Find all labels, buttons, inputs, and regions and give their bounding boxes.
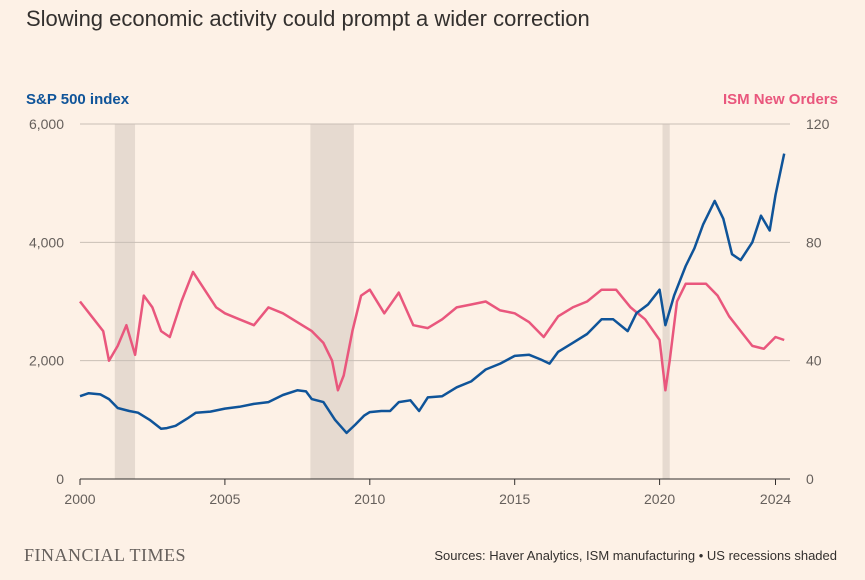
right-tick-label: 120 (806, 116, 830, 132)
right-axis-title: ISM New Orders (723, 91, 838, 108)
chart-title: Slowing economic activity could prompt a… (26, 6, 590, 31)
left-axis-title: S&P 500 index (26, 91, 130, 108)
x-tick-label: 2024 (760, 491, 791, 507)
x-tick-label: 2005 (209, 491, 240, 507)
x-tick-label: 2000 (64, 491, 95, 507)
recession-band (114, 124, 136, 479)
brand-logo: FINANCIAL TIMES (24, 545, 187, 565)
chart: 0 2,000 4,000 6,000 0 40 80 120 2000 2005 2010 2015… (26, 91, 838, 507)
sp500-line (79, 153, 786, 435)
left-tick-label: 6,000 (29, 116, 64, 132)
recession-shading (114, 124, 670, 479)
axes: 0 2,000 4,000 6,000 0 40 80 120 2000 2005 2010 2015… (29, 116, 830, 507)
source-note: Sources: Haver Analytics, ISM manufactur… (434, 548, 837, 563)
right-tick-label: 0 (806, 471, 814, 487)
x-tick-label: 2010 (354, 491, 385, 507)
series (79, 153, 786, 435)
right-tick-label: 80 (806, 234, 822, 250)
right-tick-label: 40 (806, 353, 822, 369)
recession-band (662, 124, 670, 479)
left-tick-label: 2,000 (29, 353, 64, 369)
left-tick-label: 0 (56, 471, 64, 487)
left-tick-label: 4,000 (29, 234, 64, 250)
x-tick-label: 2020 (644, 491, 675, 507)
recession-band (310, 124, 354, 479)
grid (80, 123, 790, 480)
ism-new-orders-line (79, 270, 785, 392)
x-tick-label: 2015 (499, 491, 530, 507)
